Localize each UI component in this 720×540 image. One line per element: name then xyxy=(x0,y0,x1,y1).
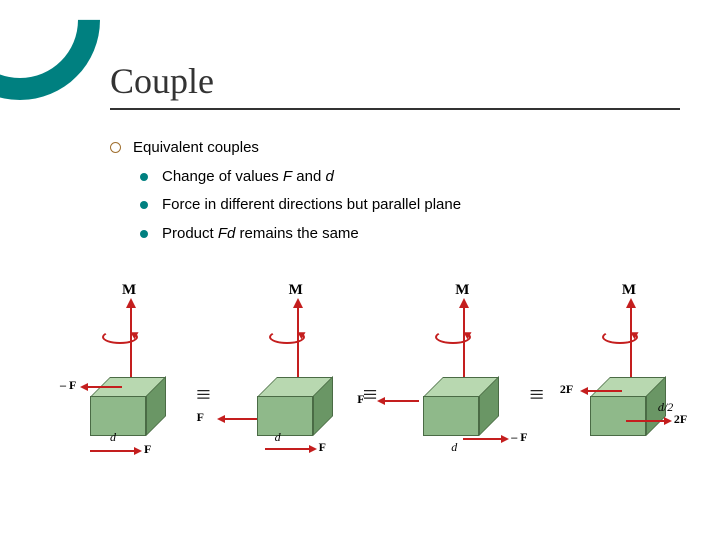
couple-panel-2: MFFd xyxy=(227,300,347,460)
force-label: F xyxy=(319,440,326,455)
force-arrow-icon xyxy=(82,386,122,388)
force-label: F xyxy=(357,392,364,407)
couple-panel-4: M2F2Fd/2 xyxy=(560,300,680,460)
equivalence-symbol: ≡ xyxy=(196,350,211,410)
distance-label: d/2 xyxy=(658,400,673,415)
equivalence-symbol: ≡ xyxy=(529,350,544,410)
cube-face-front xyxy=(590,396,646,436)
open-circle-bullet-icon xyxy=(110,142,121,153)
force-label: 2F xyxy=(674,412,687,427)
bullet-level2: Change of values F and d xyxy=(140,163,680,192)
couple-panel-3: MF– Fd xyxy=(393,300,513,460)
distance-label: d xyxy=(451,440,457,455)
force-label: – F xyxy=(60,378,76,393)
cube-icon xyxy=(590,380,646,436)
moment-label: M xyxy=(289,282,303,299)
rotation-arrow-icon xyxy=(269,330,305,344)
bullet-text: Product Fd remains the same xyxy=(162,220,359,249)
equivalent-couples-diagram-row: M– FFd≡MFFd≡MF– Fd≡M2F2Fd/2 xyxy=(60,290,680,470)
force-label: F xyxy=(144,442,151,457)
moment-label: M xyxy=(122,282,136,299)
bullet-text: Force in different directions but parall… xyxy=(162,191,461,220)
couple-panel-1: M– FFd xyxy=(60,300,180,460)
cube-icon xyxy=(90,380,146,436)
solid-circle-bullet-icon xyxy=(140,173,148,181)
distance-label: d xyxy=(110,430,116,445)
force-arrow-icon xyxy=(626,420,670,422)
force-arrow-icon xyxy=(582,390,622,392)
slide-content: Couple Equivalent couples Change of valu… xyxy=(110,60,680,248)
moment-label: M xyxy=(455,282,469,299)
bullet-text: Change of values F and d xyxy=(162,163,334,192)
cube-face-front xyxy=(90,396,146,436)
solid-circle-bullet-icon xyxy=(140,230,148,238)
bullet-text: Equivalent couples xyxy=(133,134,259,163)
solid-circle-bullet-icon xyxy=(140,201,148,209)
force-arrow-icon xyxy=(265,448,315,450)
cube-icon xyxy=(423,380,479,436)
force-arrow-icon xyxy=(219,418,257,420)
force-label: F xyxy=(197,410,204,425)
distance-label: d xyxy=(275,430,281,445)
slide-body: Equivalent couples Change of values F an… xyxy=(110,134,680,248)
bullet-level2: Force in different directions but parall… xyxy=(140,191,680,220)
force-label: 2F xyxy=(560,382,573,397)
rotation-arrow-icon xyxy=(435,330,471,344)
force-arrow-icon xyxy=(463,438,507,440)
cube-face-front xyxy=(257,396,313,436)
cube-icon xyxy=(257,380,313,436)
rotation-arrow-icon xyxy=(602,330,638,344)
bullet-level2: Product Fd remains the same xyxy=(140,220,680,249)
equivalence-symbol: ≡ xyxy=(363,350,378,410)
slide-title: Couple xyxy=(110,60,680,110)
bullet-level1: Equivalent couples xyxy=(110,134,680,163)
force-arrow-icon xyxy=(379,400,419,402)
force-arrow-icon xyxy=(90,450,140,452)
moment-label: M xyxy=(622,282,636,299)
force-label: – F xyxy=(511,430,527,445)
rotation-arrow-icon xyxy=(102,330,138,344)
cube-face-front xyxy=(423,396,479,436)
